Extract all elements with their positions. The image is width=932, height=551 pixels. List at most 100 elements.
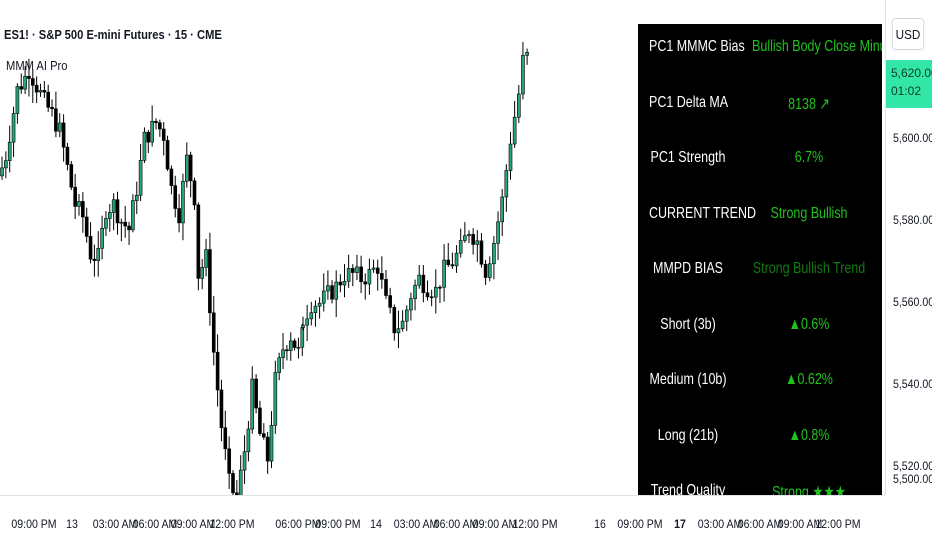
indicator-name[interactable]: MMM AI Pro xyxy=(6,58,68,73)
candle xyxy=(458,228,463,258)
table-row-value: Strong Bullish xyxy=(770,204,848,222)
candle-body-up xyxy=(131,200,135,231)
candle-body-up xyxy=(77,201,81,207)
candle xyxy=(27,58,31,97)
candle-body-down xyxy=(154,120,158,124)
candle-body-up xyxy=(355,266,359,273)
time-tick-label: 13 xyxy=(66,517,78,531)
candle-body-down xyxy=(446,259,451,265)
candle xyxy=(359,255,363,294)
candle-body-up xyxy=(96,247,101,261)
candle xyxy=(277,352,282,381)
candle-body-down xyxy=(34,84,39,93)
candle-body-down xyxy=(375,267,380,274)
candle xyxy=(188,151,193,198)
candle-body-down xyxy=(42,90,47,93)
candle xyxy=(154,118,158,130)
candle xyxy=(119,218,124,242)
candle xyxy=(475,230,480,262)
candle xyxy=(54,91,58,138)
candle-body-down xyxy=(30,78,35,86)
table-row-value: ▲0.8% xyxy=(788,426,830,444)
candle-body-down xyxy=(177,208,181,224)
candle xyxy=(115,191,120,235)
candle xyxy=(88,222,93,264)
candle xyxy=(177,194,181,233)
candle xyxy=(313,300,318,327)
candle-body-up xyxy=(500,196,505,223)
candle xyxy=(4,151,8,179)
candle xyxy=(425,280,430,301)
candle-body-up xyxy=(273,372,278,426)
candle-body-up xyxy=(300,327,305,348)
candle-body-up xyxy=(7,141,12,161)
candle-body-up xyxy=(185,154,189,182)
candle-body-down xyxy=(84,216,89,237)
candle-body-up xyxy=(367,269,372,285)
candle xyxy=(512,101,517,148)
candle xyxy=(450,252,455,269)
candle-body-down xyxy=(483,263,488,278)
candle xyxy=(521,41,525,100)
time-tick-label: 16 xyxy=(594,517,606,531)
candle xyxy=(338,274,343,293)
candle-body-up xyxy=(442,259,446,288)
candle xyxy=(508,131,513,180)
candle-body-up xyxy=(346,268,351,282)
candle xyxy=(409,292,413,321)
table-row: Long (21b) ▲0.8% xyxy=(638,413,882,468)
candle-body-up xyxy=(504,170,509,198)
table-row: CURRENT TREND Strong Bullish xyxy=(638,191,882,246)
candle-body-up xyxy=(246,428,251,453)
time-tick-label: 17 xyxy=(674,517,686,531)
table-row: PC1 Strength 6.7% xyxy=(638,135,882,190)
candle xyxy=(305,304,309,342)
candle-body-up xyxy=(417,274,422,286)
candle-body-up xyxy=(413,284,417,300)
table-row: PC1 MMMC Bias Bullish Body Close Minus xyxy=(638,24,882,79)
time-tick-label: 12:00 PM xyxy=(512,517,558,531)
candle-body-up xyxy=(475,240,480,245)
candle xyxy=(400,310,405,332)
candle-body-up xyxy=(508,143,513,171)
candle-body-up xyxy=(119,221,124,224)
candle-body-down xyxy=(92,258,97,261)
candle xyxy=(392,304,397,341)
candle-body-down xyxy=(384,279,388,296)
candlestick-chart[interactable] xyxy=(0,0,885,495)
candle xyxy=(269,411,274,469)
candle-body-down xyxy=(261,433,266,438)
table-row: Trend Quality Strong ★★★ xyxy=(638,468,882,495)
candle xyxy=(525,48,529,65)
candle xyxy=(375,259,380,291)
candle-body-up xyxy=(23,75,27,90)
candle xyxy=(158,119,162,137)
table-row-value: Bullish Body Close Minus xyxy=(752,38,882,55)
table-row-label: Trend Quality xyxy=(650,482,726,495)
candle-body-up xyxy=(0,167,4,177)
symbol-title[interactable]: ES1! · S&P 500 E-mini Futures · 15 · CME xyxy=(4,27,222,42)
chart-area[interactable]: ES1! · S&P 500 E-mini Futures · 15 · CME… xyxy=(0,0,885,495)
table-row-label: Long (21b) xyxy=(657,426,719,444)
time-axis[interactable]: 09:00 PM 13 03:00 AM 06:00 AM 09:00 AM 12:00 … xyxy=(0,495,885,551)
candle-body-down xyxy=(292,340,297,348)
candle xyxy=(433,269,438,314)
candle-body-up xyxy=(487,263,492,278)
candle xyxy=(342,264,347,298)
candle-body-down xyxy=(69,164,74,188)
candle-body-up xyxy=(15,86,20,114)
price-axis[interactable]: USD 5,620.00 01:02 5,600.00 5,580.00 5,560… xyxy=(885,0,932,495)
candle-body-down xyxy=(169,168,174,186)
candle xyxy=(454,245,459,273)
candle-body-up xyxy=(134,194,139,201)
candle xyxy=(30,69,35,103)
table-row-label: CURRENT TREND xyxy=(649,204,757,222)
time-tick-label: 09:00 AM xyxy=(472,517,518,531)
table-row-value: Strong Bullish Trend xyxy=(752,260,866,277)
candle-body-down xyxy=(146,131,151,143)
currency-button[interactable]: USD xyxy=(891,18,925,50)
candle-body-down xyxy=(123,221,127,227)
candle xyxy=(235,480,239,495)
table-row-label: PC1 MMMC Bias xyxy=(649,38,745,55)
candle xyxy=(211,295,216,366)
